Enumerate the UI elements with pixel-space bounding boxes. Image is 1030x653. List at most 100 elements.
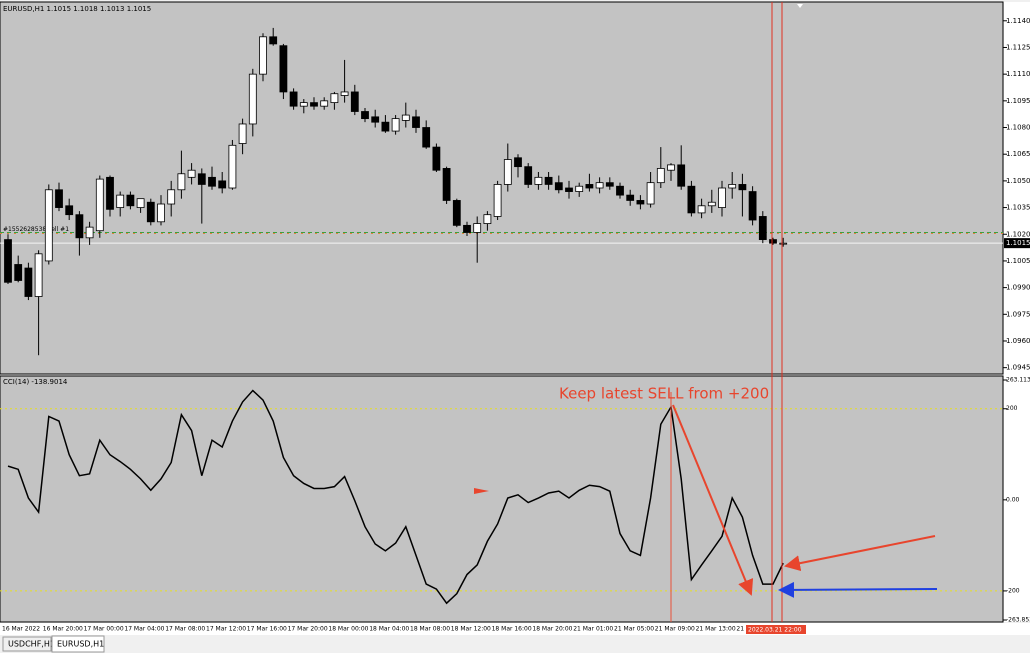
candle-body xyxy=(718,187,726,208)
candle-body xyxy=(524,166,533,185)
candle-body xyxy=(667,164,675,171)
candle-body xyxy=(177,173,186,191)
candle-body xyxy=(626,194,635,201)
candle-body xyxy=(646,182,655,205)
candle-body xyxy=(697,205,706,214)
candle-body xyxy=(585,184,594,189)
candle-body xyxy=(126,194,135,207)
candle-body xyxy=(228,144,237,189)
candle-body xyxy=(452,200,461,226)
candle-body xyxy=(769,239,777,244)
x-tick-label: 17 Mar 08:00 xyxy=(165,626,205,633)
tab-label[interactable]: USDCHF,H1 xyxy=(8,640,55,649)
x-tick-label: 17 Mar 16:00 xyxy=(247,626,287,633)
candle-body xyxy=(758,216,767,240)
y-tick-label: 200 xyxy=(1006,405,1018,412)
candle-body xyxy=(55,189,63,208)
candle-body xyxy=(75,214,84,239)
candle-body xyxy=(146,201,155,223)
tab-label[interactable]: EURUSD,H1 xyxy=(57,640,104,649)
candle-body xyxy=(605,182,614,187)
arrow xyxy=(672,404,754,596)
candle-body xyxy=(371,116,380,123)
x-tick-label: 21 Mar 09:00 xyxy=(655,626,695,633)
y-tick-label: -200 xyxy=(1006,587,1020,594)
y-tick-label: 1.0960 xyxy=(1006,337,1030,345)
y-tick-label: 1.0975 xyxy=(1006,310,1030,318)
candle-body xyxy=(310,102,318,107)
y-tick-label: 1.1065 xyxy=(1006,150,1030,158)
y-tick-label: 1.1125 xyxy=(1006,43,1030,51)
arrow xyxy=(778,581,938,598)
candle-body xyxy=(85,226,94,239)
candle-body xyxy=(422,127,431,148)
x-tick-label: 18 Mar 00:00 xyxy=(328,626,368,633)
price-label: 1.1015 xyxy=(1006,239,1030,247)
y-tick-label: 1.1035 xyxy=(1006,204,1030,212)
candle-body xyxy=(503,159,512,185)
price-title: EURUSD,H1 1.1015 1.1018 1.1013 1.1015 xyxy=(3,5,151,13)
candle-body xyxy=(554,182,563,191)
time-marker-box xyxy=(746,625,806,634)
y-tick-label: 1.1050 xyxy=(1006,177,1030,185)
candle-body xyxy=(391,118,400,132)
candle-body xyxy=(208,176,216,187)
candle-body xyxy=(157,203,165,223)
candle-body xyxy=(636,200,645,205)
y-tick-label: -263.853 xyxy=(1006,617,1030,624)
candle-body xyxy=(738,184,747,191)
candle-body xyxy=(575,185,584,192)
candle-body xyxy=(14,264,23,281)
y-tick-label: 1.1005 xyxy=(1006,257,1030,265)
x-tick-label: 16 Mar 2022 xyxy=(2,626,40,633)
candle-body xyxy=(95,178,104,232)
y-tick-label: 1.1080 xyxy=(1006,124,1030,132)
shift-marker xyxy=(797,4,803,8)
candle-body xyxy=(595,182,604,189)
y-tick-label: 1.1020 xyxy=(1006,230,1030,238)
candle-body xyxy=(483,214,492,224)
candle-body xyxy=(259,36,267,75)
candle-body xyxy=(779,242,788,245)
cci-line xyxy=(7,389,784,605)
y-tick-label: 0.00 xyxy=(1006,496,1020,503)
candle-body xyxy=(656,168,665,184)
y-tick-label: 1.0945 xyxy=(1006,364,1030,372)
x-tick-label: 18 Mar 08:00 xyxy=(410,626,450,633)
x-tick-label: 17 Mar 04:00 xyxy=(124,626,164,633)
x-tick-label: 17 Mar 20:00 xyxy=(288,626,328,633)
cci-panel xyxy=(0,375,1004,623)
candle-body xyxy=(330,93,339,104)
x-tick-label: 17 Mar 12:00 xyxy=(206,626,246,633)
arrow xyxy=(784,535,936,572)
candle-body xyxy=(340,91,349,96)
candle-body xyxy=(279,45,288,93)
candle-body xyxy=(432,146,441,171)
candle-body xyxy=(218,180,227,189)
x-tick-label: 18 Mar 04:00 xyxy=(369,626,409,633)
candle-body xyxy=(106,176,114,210)
price-box xyxy=(1004,238,1030,249)
candle-body xyxy=(289,91,298,107)
candle-body xyxy=(565,187,573,192)
candle-body xyxy=(616,185,624,196)
tab-active[interactable] xyxy=(51,635,105,653)
candle-body xyxy=(514,157,522,168)
candle-body xyxy=(248,73,257,125)
tab[interactable] xyxy=(2,636,52,652)
marker xyxy=(474,488,489,494)
candle-body xyxy=(197,173,206,185)
candle-body xyxy=(412,116,420,128)
candle-body xyxy=(534,176,543,185)
y-tick-label: 1.1095 xyxy=(1006,97,1030,105)
candle-body xyxy=(493,184,502,217)
candle-body xyxy=(728,184,737,189)
candle-body xyxy=(381,121,390,132)
candle-body xyxy=(238,123,247,144)
y-tick-label: 263.1137 xyxy=(1006,377,1030,384)
cci-title: CCI(14) -138.9014 xyxy=(3,378,68,386)
candle-body xyxy=(299,102,308,107)
candle-body xyxy=(34,253,43,297)
